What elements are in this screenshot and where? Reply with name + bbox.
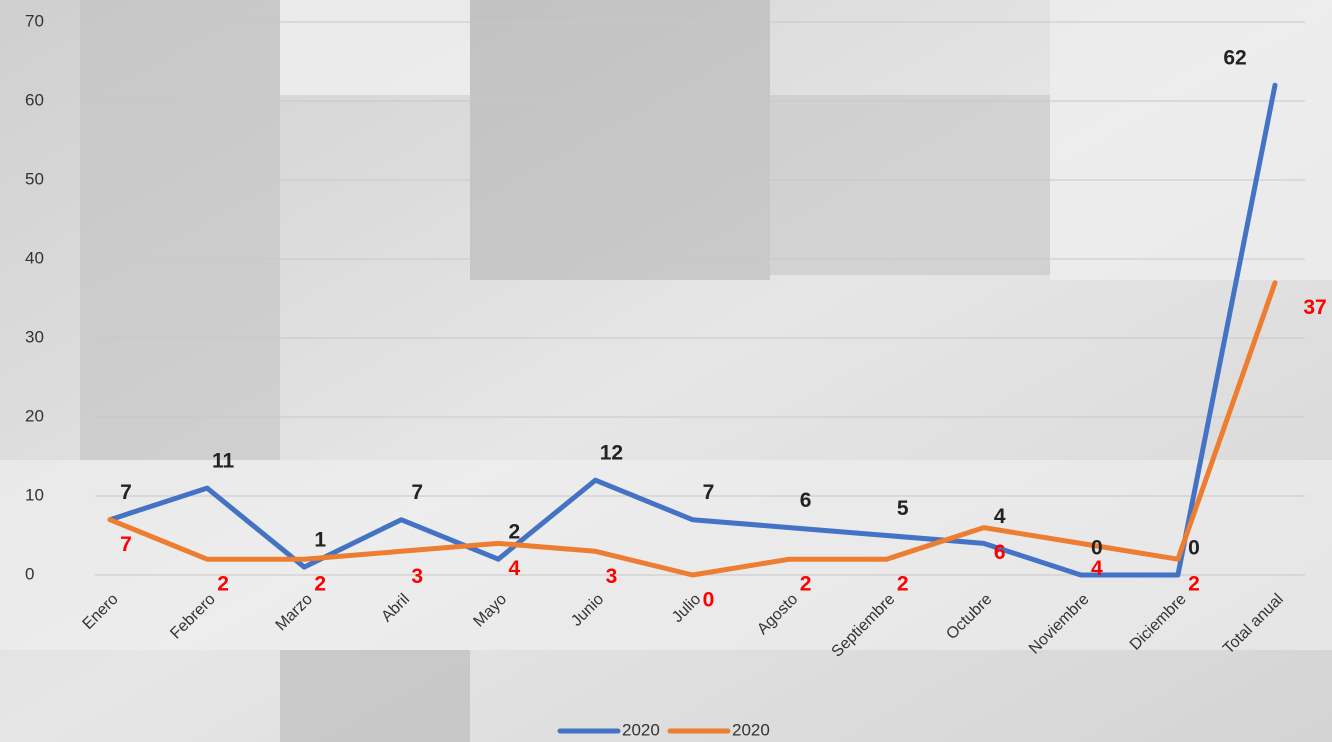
page: {"chart_data": {"type": "line", "categor…	[0, 0, 1332, 742]
data-label: 4	[1091, 557, 1103, 580]
data-label: 0	[1188, 537, 1200, 560]
data-label: 5	[897, 497, 909, 520]
data-label: 62	[1223, 47, 1246, 70]
y-tick-label: 40	[25, 248, 44, 267]
y-tick-label: 10	[25, 485, 44, 504]
data-label: 11	[212, 450, 235, 473]
data-label: 7	[411, 481, 423, 504]
data-label: 3	[606, 565, 618, 588]
y-tick-label: 20	[25, 406, 44, 425]
y-tick-label: 50	[25, 169, 44, 188]
data-label: 2	[508, 521, 520, 544]
data-label: 2	[217, 573, 229, 596]
chart: 010203040506070EneroFebreroMarzoAbrilMay…	[0, 0, 1332, 742]
data-label: 12	[600, 442, 623, 465]
background-panel	[280, 650, 470, 742]
data-label: 2	[314, 573, 326, 596]
data-label: 7	[120, 533, 132, 556]
data-label: 1	[314, 529, 326, 552]
data-label: 4	[994, 505, 1006, 528]
background-panel	[280, 0, 470, 95]
data-label: 4	[508, 557, 520, 580]
data-label: 6	[800, 489, 812, 512]
background-panel	[80, 0, 280, 460]
data-label: 7	[120, 481, 132, 504]
legend-label: 2020	[732, 720, 770, 739]
y-tick-label: 30	[25, 327, 44, 346]
data-label: 7	[703, 481, 715, 504]
legend-label: 2020	[622, 720, 660, 739]
data-label: 2	[1188, 573, 1200, 596]
data-label: 2	[800, 573, 812, 596]
data-label: 0	[703, 589, 715, 612]
data-label: 37	[1303, 296, 1326, 319]
background-panel	[470, 0, 770, 280]
y-tick-label: 0	[25, 564, 34, 583]
y-tick-label: 60	[25, 90, 44, 109]
background-panel	[770, 95, 1050, 275]
data-label: 2	[897, 573, 909, 596]
y-tick-label: 70	[25, 11, 44, 30]
background-panel	[1050, 0, 1332, 280]
data-label: 6	[994, 541, 1006, 564]
data-label: 3	[411, 565, 423, 588]
